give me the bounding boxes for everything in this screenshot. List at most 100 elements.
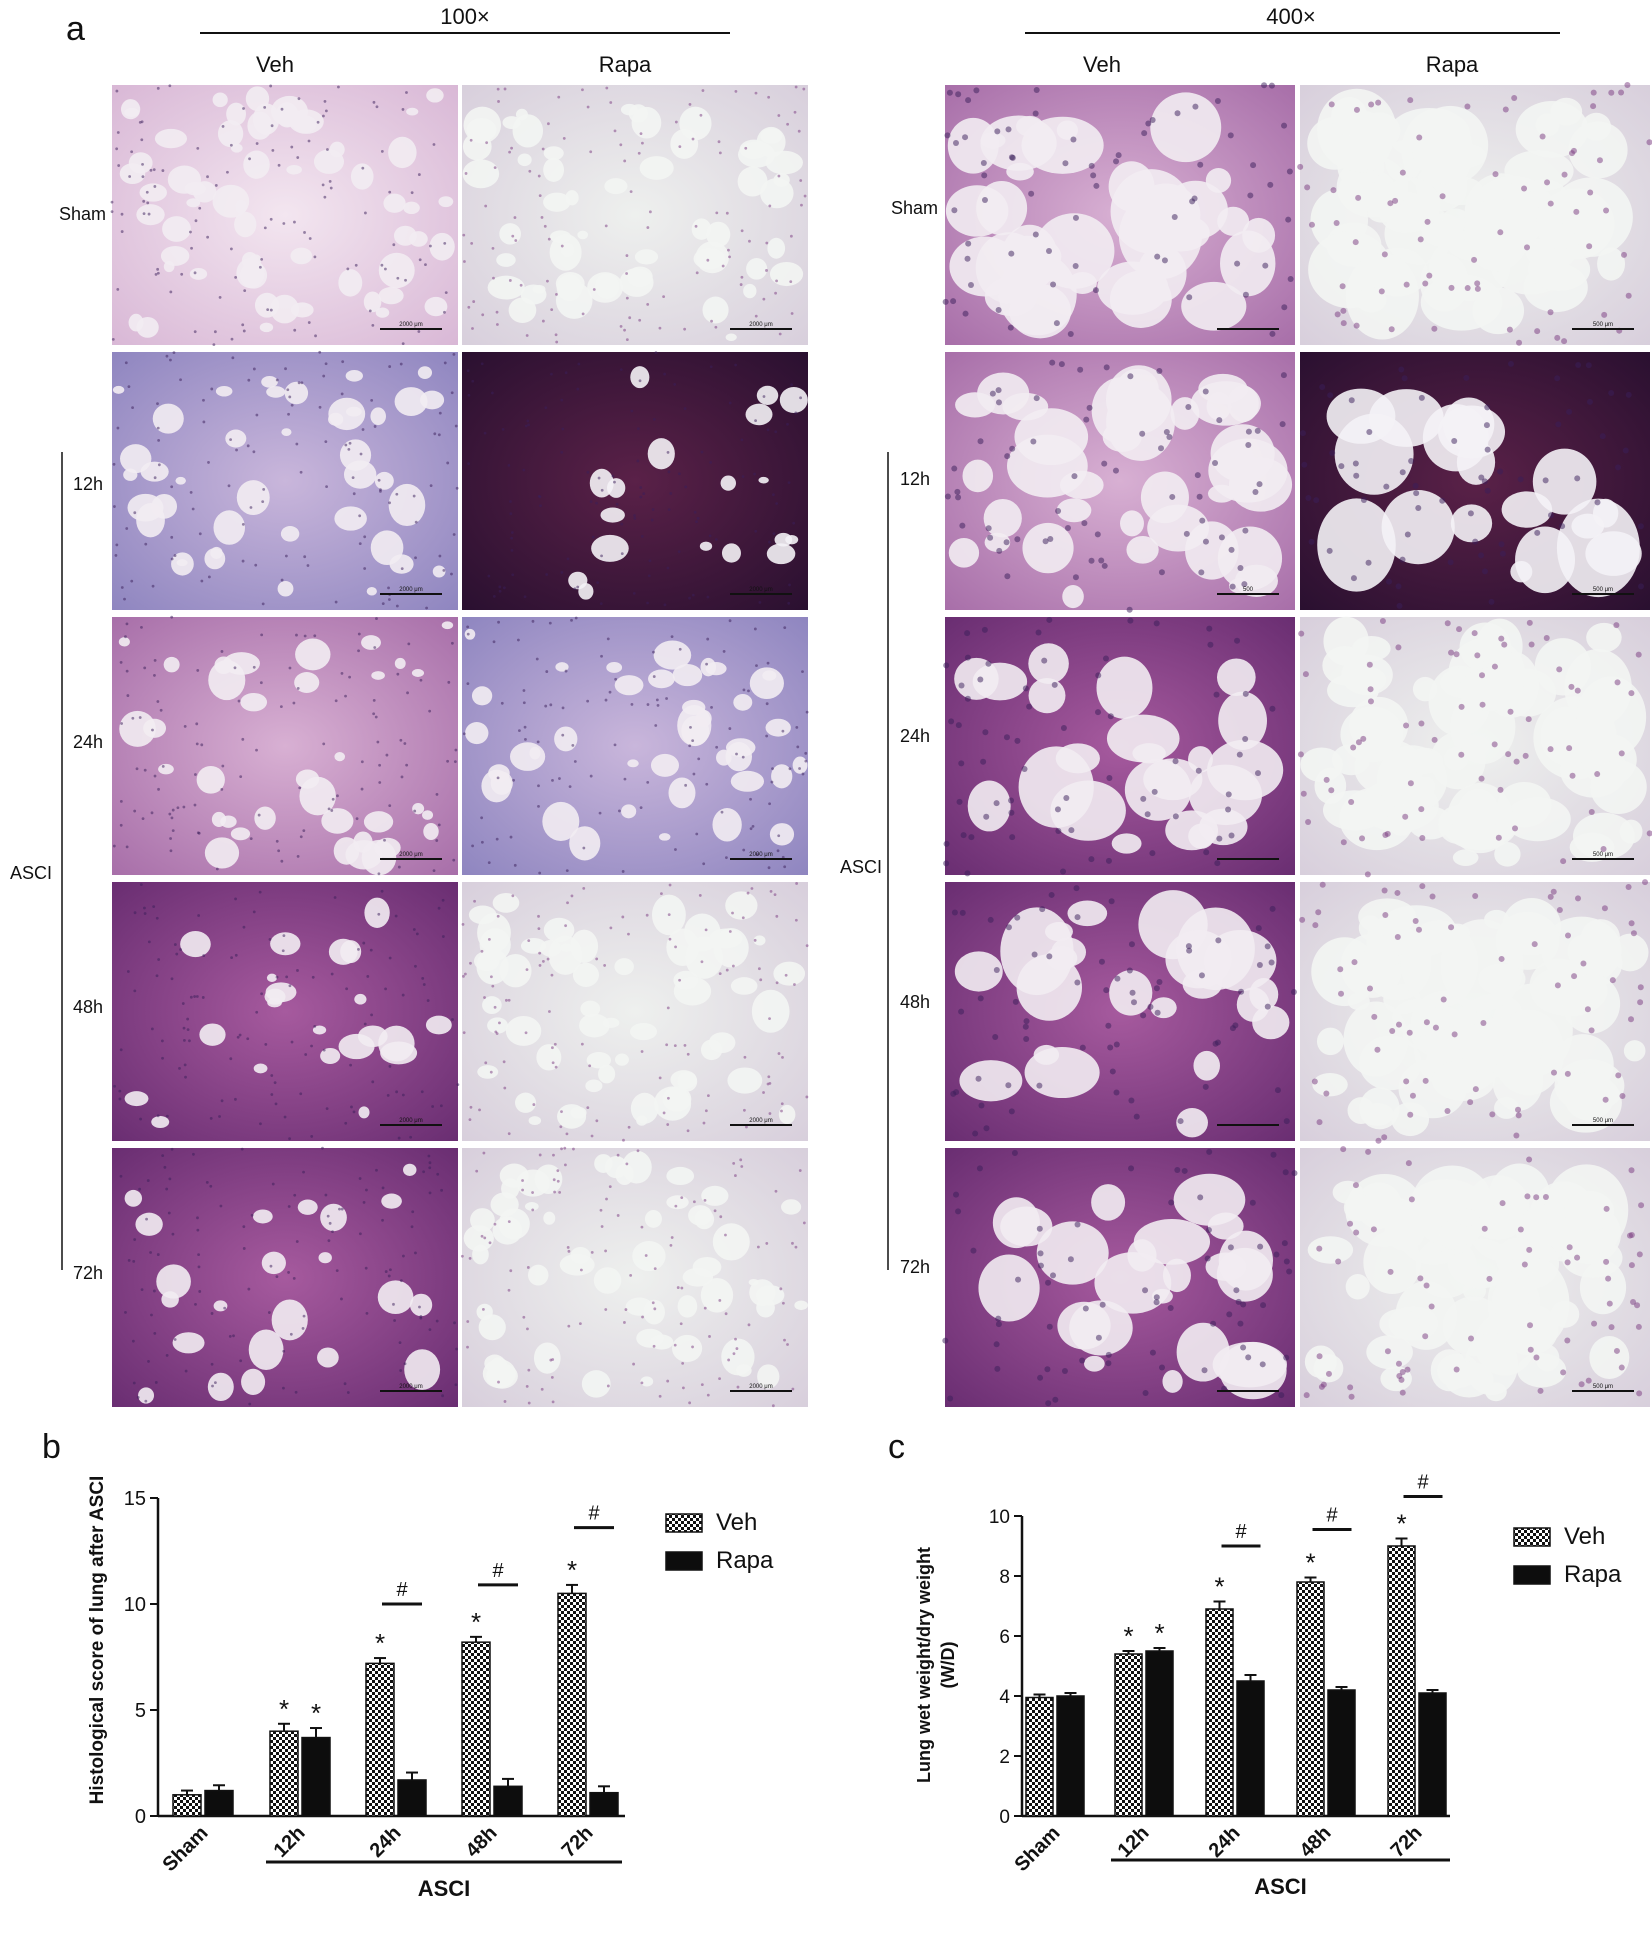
significance-star: *: [279, 1694, 289, 1724]
y-tick-label: 0: [135, 1806, 146, 1828]
row-sham-100: Sham: [59, 204, 106, 224]
row-48h-400: 48h: [900, 992, 930, 1012]
row-24h-400: 24h: [900, 726, 930, 746]
x-tick-label: 72h: [1387, 1822, 1427, 1862]
scale-bar-label: 2000 μm: [749, 322, 772, 328]
legend-label-veh: Veh: [716, 1509, 757, 1536]
chart-histological-score: 0 5 10 15 Histological score of lung after A…: [87, 1476, 774, 1901]
legend-label-veh: Veh: [1564, 1523, 1605, 1550]
asci-label-400: ASCI: [840, 857, 882, 877]
chart-wet-dry-ratio: 0 2 4 6 8 10 Lung wet weight/dry weight (W/D) Sh…: [914, 1472, 1622, 1900]
bar-veh-sham: [1025, 1696, 1054, 1817]
scale-bar-label: 2000 μm: [749, 1118, 772, 1124]
bar-rapa-72h: [1418, 1692, 1447, 1817]
scale-bar-label: 2000 μm: [399, 852, 422, 858]
significance-star: *: [1214, 1572, 1224, 1602]
significance-star: *: [1396, 1509, 1406, 1539]
micrograph-rapa-100x-Sham: 2000 μm: [462, 85, 808, 345]
bar-rapa-48h: [1327, 1689, 1356, 1817]
micrograph-veh-400x-12h: 500: [944, 352, 1295, 613]
bar-rapa-sham: [204, 1789, 234, 1817]
mag-400-label: 400×: [1266, 4, 1316, 29]
y-tick-label: 6: [999, 1627, 1010, 1648]
y-tick-label: 0: [999, 1807, 1010, 1828]
x-axis-label: ASCI: [418, 1876, 471, 1901]
micrograph-veh-400x-Sham: [942, 82, 1295, 345]
bar-rapa-12h: [301, 1736, 331, 1817]
bar-veh-72h: [1387, 1545, 1416, 1817]
comparison-mark: #: [588, 1503, 600, 1525]
scale-bar-label: 2000 μm: [749, 1384, 772, 1390]
bar-rapa-72h: [589, 1791, 619, 1817]
micrograph-veh-100x-Sham: 2000 μm: [110, 84, 458, 347]
legend-label-rapa: Rapa: [716, 1547, 774, 1574]
y-axis-label: Histological score of lung after ASCI: [87, 1476, 108, 1805]
scale-bar-label: 2000 μm: [399, 1384, 422, 1390]
legend-swatch-rapa: [1513, 1565, 1551, 1585]
micrograph-veh-400x-24h: [943, 616, 1295, 877]
significance-star: *: [375, 1628, 385, 1658]
mag-100-label: 100×: [440, 4, 490, 29]
row-12h-100: 12h: [73, 474, 103, 494]
legend-label-rapa: Rapa: [1564, 1561, 1622, 1588]
panel-label-a: a: [66, 10, 85, 48]
x-tick-label: Sham: [1010, 1822, 1064, 1876]
scale-bar-label: 2000 μm: [749, 587, 772, 593]
micrograph-veh-100x-48h: 2000 μm: [112, 882, 460, 1141]
col-veh-100: Veh: [256, 52, 294, 77]
y-tick-label: 5: [135, 1700, 146, 1722]
x-tick-label: Sham: [158, 1822, 212, 1876]
micrograph-rapa-100x-12h: 2000 μm: [462, 351, 808, 610]
panel-label-c: c: [888, 1428, 905, 1466]
y-tick-label: 4: [999, 1687, 1010, 1708]
bar-veh-48h: [1296, 1581, 1325, 1817]
bar-rapa-48h: [493, 1785, 523, 1817]
y-tick-label: 15: [124, 1488, 146, 1510]
micrograph-rapa-400x-Sham: 500 μm: [1297, 82, 1652, 346]
x-tick-label: 12h: [270, 1822, 310, 1862]
significance-star: *: [1305, 1548, 1315, 1578]
x-tick-label: 48h: [1296, 1822, 1336, 1862]
bar-rapa-24h: [1236, 1680, 1265, 1817]
col-rapa-100: Rapa: [599, 52, 652, 77]
row-72h-100: 72h: [73, 1263, 103, 1283]
row-12h-400: 12h: [900, 469, 930, 489]
x-tick-label: 72h: [558, 1822, 598, 1862]
y-axis-label: (W/D): [938, 1642, 958, 1689]
comparison-mark: #: [492, 1560, 504, 1582]
legend-swatch-veh: [1513, 1527, 1551, 1547]
bar-veh-sham: [172, 1794, 202, 1817]
scale-bar-label: 500 μm: [1593, 1118, 1613, 1124]
col-rapa-400: Rapa: [1426, 52, 1479, 77]
micrograph-veh-100x-24h: 2000 μm: [112, 615, 458, 876]
scale-bar-label: 2000 μm: [749, 852, 772, 858]
scale-bar-label: 2000 μm: [399, 1118, 422, 1124]
scale-bar-label: 2000 μm: [399, 322, 422, 328]
x-tick-label: 48h: [462, 1822, 502, 1862]
bar-rapa-sham: [1056, 1695, 1085, 1817]
micrograph-veh-400x-72h: [942, 1148, 1298, 1407]
bar-veh-12h: [269, 1730, 299, 1817]
micrograph-rapa-400x-12h: 500 μm: [1299, 352, 1650, 610]
bar-veh-48h: [461, 1641, 491, 1817]
x-axis-label: ASCI: [1254, 1874, 1307, 1899]
scale-bar-label: 500 μm: [1593, 852, 1613, 858]
scale-bar-label: 500 μm: [1593, 1384, 1613, 1390]
y-tick-label: 8: [999, 1567, 1010, 1588]
significance-star: *: [311, 1698, 321, 1728]
significance-star: *: [471, 1607, 481, 1637]
bar-veh-24h: [365, 1662, 395, 1817]
micrograph-rapa-400x-72h: 500 μm: [1300, 1146, 1650, 1407]
micrograph-grid: 2000 μm 2000 μm 500 μm 2000 μm 2000 μm 500 500…: [110, 82, 1652, 1408]
micrograph-veh-100x-12h: 2000 μm: [112, 350, 459, 610]
micrograph-rapa-100x-24h: 2000 μm: [462, 616, 809, 875]
y-axis-label: Lung wet weight/dry weight: [914, 1547, 934, 1783]
micrograph-rapa-400x-24h: 500 μm: [1297, 616, 1652, 878]
row-48h-100: 48h: [73, 997, 103, 1017]
panel-label-b: b: [42, 1428, 61, 1466]
x-tick-label: 24h: [1205, 1822, 1245, 1862]
comparison-mark: #: [1326, 1505, 1338, 1527]
comparison-mark: #: [396, 1579, 408, 1601]
scale-bar-label: 500 μm: [1593, 587, 1613, 593]
